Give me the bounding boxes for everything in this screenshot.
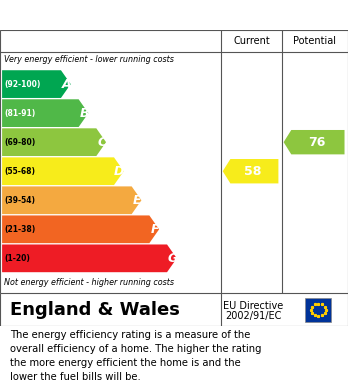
Text: C: C xyxy=(97,136,106,149)
Text: (69-80): (69-80) xyxy=(4,138,35,147)
Text: Potential: Potential xyxy=(293,36,337,46)
Text: E: E xyxy=(133,194,141,207)
Text: 76: 76 xyxy=(308,136,325,149)
Text: (1-20): (1-20) xyxy=(4,254,30,263)
Polygon shape xyxy=(2,99,88,127)
Text: Current: Current xyxy=(233,36,270,46)
Text: (92-100): (92-100) xyxy=(4,80,41,89)
Polygon shape xyxy=(2,187,141,214)
Text: (55-68): (55-68) xyxy=(4,167,35,176)
Text: 58: 58 xyxy=(244,165,262,178)
Text: (81-91): (81-91) xyxy=(4,109,35,118)
Text: 2002/91/EC: 2002/91/EC xyxy=(225,311,281,321)
Text: England & Wales: England & Wales xyxy=(10,301,180,319)
Text: B: B xyxy=(79,107,89,120)
Polygon shape xyxy=(2,215,159,243)
Text: The energy efficiency rating is a measure of the
overall efficiency of a home. T: The energy efficiency rating is a measur… xyxy=(10,330,262,382)
Polygon shape xyxy=(2,157,124,185)
Polygon shape xyxy=(2,70,71,98)
Text: F: F xyxy=(150,223,159,236)
Text: Very energy efficient - lower running costs: Very energy efficient - lower running co… xyxy=(4,55,174,64)
Text: Not energy efficient - higher running costs: Not energy efficient - higher running co… xyxy=(4,278,174,287)
Text: (21-38): (21-38) xyxy=(4,225,35,234)
Text: Energy Efficiency Rating: Energy Efficiency Rating xyxy=(10,7,220,23)
Polygon shape xyxy=(223,159,278,183)
Text: (39-54): (39-54) xyxy=(4,196,35,205)
Polygon shape xyxy=(2,128,106,156)
Text: EU Directive: EU Directive xyxy=(223,301,283,311)
Text: A: A xyxy=(62,77,71,91)
Polygon shape xyxy=(284,130,345,154)
Text: G: G xyxy=(167,252,177,265)
Text: D: D xyxy=(114,165,125,178)
Polygon shape xyxy=(2,244,177,272)
Bar xyxy=(306,298,331,322)
